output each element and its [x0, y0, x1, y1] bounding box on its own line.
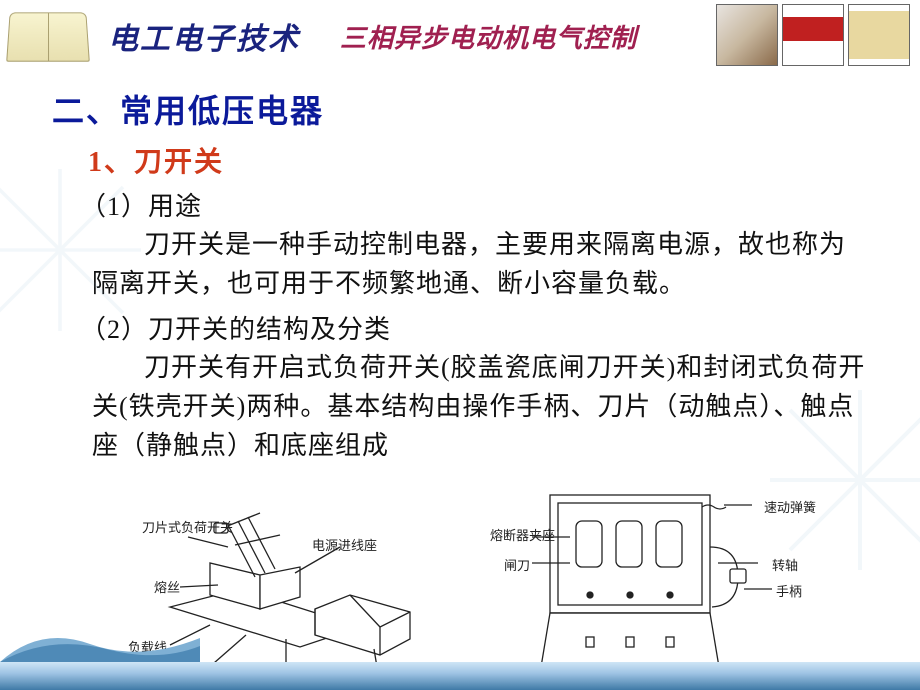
thumb-1 — [716, 4, 778, 66]
point1-text: 刀开关是一种手动控制电器，主要用来隔离电源，故也称为隔离开关，也可用于不频繁地通… — [92, 225, 868, 303]
footer-wave — [0, 626, 200, 662]
point2-text: 刀开关有开启式负荷开关(胶盖瓷底闸刀开关)和封闭式负荷开关(铁壳开关)两种。基本… — [92, 348, 868, 465]
slide-content: 二、常用低压电器 1、刀开关 （1）用途 刀开关是一种手动控制电器，主要用来隔离… — [0, 72, 920, 677]
label-handle: 手柄 — [776, 581, 802, 600]
course-title: 电工电子技术 — [108, 14, 300, 58]
slide-header: 电工电子技术 三相异步电动机电气控制 — [0, 0, 920, 72]
label-shaft: 转轴 — [772, 555, 798, 574]
label-fuse-wire: 熔丝 — [154, 577, 180, 596]
figure-right: 速动弹簧 熔断器夹座 闸刀 转轴 手柄 — [490, 477, 810, 677]
subsection-title: 1、刀开关 — [88, 140, 868, 180]
header-thumbnails — [716, 4, 910, 66]
label-power-socket: 电源进线座 — [312, 535, 377, 554]
thumb-3 — [848, 4, 910, 66]
chapter-title: 三相异步电动机电气控制 — [340, 18, 637, 55]
enclosed-switch-diagram — [490, 477, 810, 677]
section-title: 二、常用低压电器 — [52, 86, 868, 132]
label-blade-switch: 刀片式负荷开关 — [142, 517, 233, 536]
label-blade: 闸刀 — [504, 555, 530, 574]
point2-label: （2）刀开关的结构及分类 — [80, 309, 868, 346]
footer-bar — [0, 662, 920, 690]
thumb-2 — [782, 4, 844, 66]
book-icon — [6, 12, 90, 61]
label-fuse-holder: 熔断器夹座 — [490, 525, 555, 544]
label-spring: 速动弹簧 — [764, 497, 816, 516]
point1-label: （1）用途 — [80, 186, 868, 223]
